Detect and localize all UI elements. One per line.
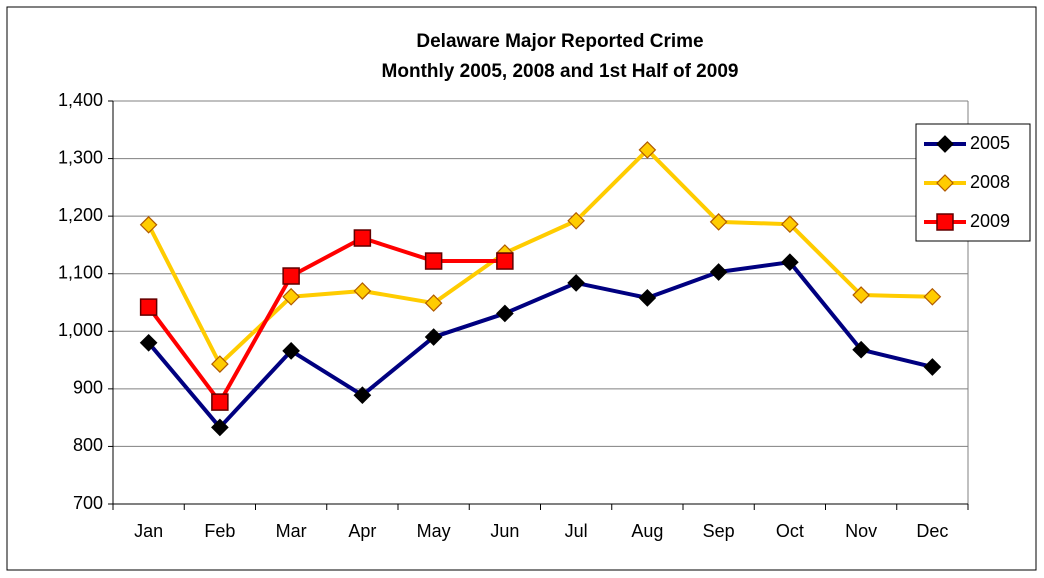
y-tick-label: 900 xyxy=(73,378,103,398)
x-tick-label: Apr xyxy=(348,521,376,541)
data-point xyxy=(353,282,372,300)
legend-marker xyxy=(936,213,954,231)
data-point xyxy=(852,286,870,304)
x-tick-label: Nov xyxy=(845,521,877,541)
x-tick-label: Feb xyxy=(204,521,235,541)
data-point xyxy=(923,287,942,306)
series-line xyxy=(147,236,505,405)
data-point xyxy=(923,358,942,376)
x-tick-label: Mar xyxy=(276,521,307,541)
chart-border xyxy=(6,6,1037,571)
y-tick-label: 1,300 xyxy=(58,147,103,167)
data-point xyxy=(282,342,300,360)
data-point xyxy=(353,229,372,247)
data-point xyxy=(496,252,514,270)
data-point xyxy=(424,252,443,270)
y-tick-label: 1,100 xyxy=(58,262,103,282)
x-tick-label: Jan xyxy=(134,521,163,541)
data-point xyxy=(781,215,799,234)
data-point xyxy=(139,298,158,316)
data-point xyxy=(709,213,728,231)
data-point xyxy=(211,355,229,373)
series-line xyxy=(146,147,933,367)
legend-label: 2009 xyxy=(970,211,1010,231)
y-tick-label: 1,200 xyxy=(58,205,103,225)
data-point xyxy=(353,386,372,405)
data-point xyxy=(139,333,158,352)
data-point xyxy=(638,141,657,159)
chart-subtitle: Monthly 2005, 2008 and 1st Half of 2009 xyxy=(382,61,739,82)
data-point xyxy=(781,253,799,272)
y-tick-label: 1,400 xyxy=(58,90,103,110)
x-tick-label: Dec xyxy=(916,521,948,541)
y-tick-label: 1,000 xyxy=(58,320,103,340)
series-line xyxy=(147,260,933,430)
data-point xyxy=(638,289,657,307)
x-tick-label: Jul xyxy=(565,521,588,541)
data-point xyxy=(496,304,514,323)
data-point xyxy=(282,287,300,306)
data-point xyxy=(139,215,158,234)
data-point xyxy=(424,328,443,346)
data-point xyxy=(852,340,870,359)
legend-marker xyxy=(936,174,954,192)
data-point xyxy=(709,263,728,281)
data-point xyxy=(567,274,585,292)
x-tick-label: Oct xyxy=(776,521,804,541)
chart-title: Delaware Major Reported Crime xyxy=(416,31,703,52)
data-point xyxy=(282,267,300,285)
x-tick-label: Sep xyxy=(703,521,735,541)
x-tick-label: May xyxy=(417,521,451,541)
data-point xyxy=(424,294,443,312)
data-point xyxy=(211,393,229,411)
data-point xyxy=(211,418,229,437)
data-point xyxy=(567,211,585,230)
x-tick-label: Aug xyxy=(631,521,663,541)
y-tick-label: 700 xyxy=(73,493,103,513)
legend-label: 2008 xyxy=(970,172,1010,192)
y-tick-label: 800 xyxy=(73,435,103,455)
legend-marker xyxy=(936,135,954,153)
legend-label: 2005 xyxy=(970,133,1010,153)
x-tick-label: Jun xyxy=(490,521,519,541)
